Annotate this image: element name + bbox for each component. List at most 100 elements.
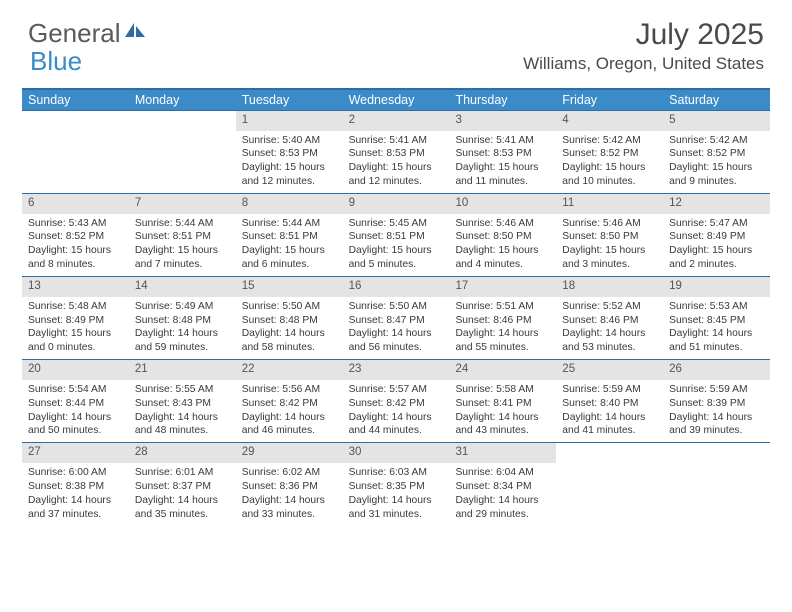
day-body: Sunrise: 5:42 AMSunset: 8:52 PMDaylight:…	[556, 131, 663, 194]
daylight-text: and 12 minutes.	[349, 175, 444, 189]
daylight-text: Daylight: 15 hours	[242, 161, 337, 175]
sunrise-text: Sunrise: 5:55 AM	[135, 383, 230, 397]
sunset-text: Sunset: 8:36 PM	[242, 480, 337, 494]
daylight-text: Daylight: 15 hours	[669, 161, 764, 175]
day-number: 11	[556, 194, 663, 214]
logo-text-2: Blue	[30, 46, 82, 77]
calendar: SundayMondayTuesdayWednesdayThursdayFrid…	[22, 88, 770, 525]
day-cell: 7Sunrise: 5:44 AMSunset: 8:51 PMDaylight…	[129, 194, 236, 276]
day-cell: 25Sunrise: 5:59 AMSunset: 8:40 PMDayligh…	[556, 360, 663, 442]
daylight-text: and 39 minutes.	[669, 424, 764, 438]
sunset-text: Sunset: 8:49 PM	[28, 314, 123, 328]
day-cell: 18 Sunrise: 5:52 AMSunset: 8:46 PMDayligh…	[556, 277, 663, 359]
sunset-text: Sunset: 8:35 PM	[349, 480, 444, 494]
day-body: Sunrise: 5:50 AMSunset: 8:47 PMDaylight:…	[343, 297, 450, 360]
daylight-text: and 53 minutes.	[562, 341, 657, 355]
sunrise-text: Sunrise: 5:50 AM	[349, 300, 444, 314]
location: Williams, Oregon, United States	[523, 54, 764, 74]
day-number: 20	[22, 360, 129, 380]
day-cell: 10Sunrise: 5:46 AMSunset: 8:50 PMDayligh…	[449, 194, 556, 276]
sunrise-text: Sunrise: 6:01 AM	[135, 466, 230, 480]
daylight-text: and 31 minutes.	[349, 508, 444, 522]
day-cell: 19Sunrise: 5:53 AMSunset: 8:45 PMDayligh…	[663, 277, 770, 359]
day-cell: 17Sunrise: 5:51 AMSunset: 8:46 PMDayligh…	[449, 277, 556, 359]
daylight-text: Daylight: 14 hours	[242, 411, 337, 425]
daylight-text: Daylight: 14 hours	[28, 494, 123, 508]
daylight-text: and 10 minutes.	[562, 175, 657, 189]
sunset-text: Sunset: 8:51 PM	[242, 230, 337, 244]
sunset-text: Sunset: 8:48 PM	[242, 314, 337, 328]
day-number: 17	[449, 277, 556, 297]
week-row: 6Sunrise: 5:43 AMSunset: 8:52 PMDaylight…	[22, 193, 770, 276]
day-number: 13	[22, 277, 129, 297]
day-number: 1	[236, 111, 343, 131]
day-cell: 29Sunrise: 6:02 AMSunset: 8:36 PMDayligh…	[236, 443, 343, 525]
daylight-text: and 50 minutes.	[28, 424, 123, 438]
day-number: 16	[343, 277, 450, 297]
sunrise-text: Sunrise: 5:42 AM	[562, 134, 657, 148]
sunset-text: Sunset: 8:51 PM	[349, 230, 444, 244]
day-number: 25	[556, 360, 663, 380]
daylight-text: Daylight: 14 hours	[135, 411, 230, 425]
sunset-text: Sunset: 8:46 PM	[562, 314, 657, 328]
day-number: 6	[22, 194, 129, 214]
day-number: 4	[556, 111, 663, 131]
day-body: Sunrise: 5:48 AMSunset: 8:49 PMDaylight:…	[22, 297, 129, 360]
day-cell: 6Sunrise: 5:43 AMSunset: 8:52 PMDaylight…	[22, 194, 129, 276]
empty-cell	[556, 443, 663, 525]
day-number: 23	[343, 360, 450, 380]
daylight-text: Daylight: 14 hours	[562, 327, 657, 341]
daylight-text: and 5 minutes.	[349, 258, 444, 272]
day-body: Sunrise: 5:59 AMSunset: 8:39 PMDaylight:…	[663, 380, 770, 443]
daylight-text: Daylight: 14 hours	[242, 494, 337, 508]
day-cell: 2Sunrise: 5:41 AMSunset: 8:53 PMDaylight…	[343, 111, 450, 193]
daylight-text: and 2 minutes.	[669, 258, 764, 272]
day-cell: 15Sunrise: 5:50 AMSunset: 8:48 PMDayligh…	[236, 277, 343, 359]
daylight-text: and 37 minutes.	[28, 508, 123, 522]
empty-cell	[129, 111, 236, 193]
daylight-text: Daylight: 15 hours	[28, 327, 123, 341]
weekday-header: Monday	[129, 90, 236, 110]
header: General July 2025 Williams, Oregon, Unit…	[0, 0, 792, 78]
sunset-text: Sunset: 8:47 PM	[349, 314, 444, 328]
day-cell: 16Sunrise: 5:50 AMSunset: 8:47 PMDayligh…	[343, 277, 450, 359]
day-cell: 27Sunrise: 6:00 AMSunset: 8:38 PMDayligh…	[22, 443, 129, 525]
day-number: 14	[129, 277, 236, 297]
daylight-text: Daylight: 14 hours	[135, 494, 230, 508]
daylight-text: and 44 minutes.	[349, 424, 444, 438]
sunrise-text: Sunrise: 5:46 AM	[455, 217, 550, 231]
month-year: July 2025	[523, 18, 764, 52]
daylight-text: Daylight: 14 hours	[349, 411, 444, 425]
daylight-text: Daylight: 15 hours	[562, 161, 657, 175]
daylight-text: Daylight: 14 hours	[349, 494, 444, 508]
sunrise-text: Sunrise: 5:52 AM	[562, 300, 657, 314]
daylight-text: and 9 minutes.	[669, 175, 764, 189]
weekday-header: Tuesday	[236, 90, 343, 110]
day-body: Sunrise: 5:50 AMSunset: 8:48 PMDaylight:…	[236, 297, 343, 360]
daylight-text: Daylight: 14 hours	[455, 411, 550, 425]
daylight-text: and 55 minutes.	[455, 341, 550, 355]
daylight-text: and 41 minutes.	[562, 424, 657, 438]
day-number: 27	[22, 443, 129, 463]
day-body: Sunrise: 6:02 AMSunset: 8:36 PMDaylight:…	[236, 463, 343, 526]
sunrise-text: Sunrise: 5:41 AM	[349, 134, 444, 148]
daylight-text: and 29 minutes.	[455, 508, 550, 522]
sunset-text: Sunset: 8:39 PM	[669, 397, 764, 411]
day-cell: 1Sunrise: 5:40 AMSunset: 8:53 PMDaylight…	[236, 111, 343, 193]
day-body: Sunrise: 5:46 AMSunset: 8:50 PMDaylight:…	[449, 214, 556, 277]
sunrise-text: Sunrise: 5:57 AM	[349, 383, 444, 397]
day-number: 5	[663, 111, 770, 131]
sunset-text: Sunset: 8:51 PM	[135, 230, 230, 244]
sunset-text: Sunset: 8:37 PM	[135, 480, 230, 494]
sunset-text: Sunset: 8:40 PM	[562, 397, 657, 411]
sunset-text: Sunset: 8:50 PM	[455, 230, 550, 244]
day-number: 24	[449, 360, 556, 380]
sunset-text: Sunset: 8:44 PM	[28, 397, 123, 411]
title-block: July 2025 Williams, Oregon, United State…	[523, 18, 764, 74]
sunrise-text: Sunrise: 5:43 AM	[28, 217, 123, 231]
day-cell: 21Sunrise: 5:55 AMSunset: 8:43 PMDayligh…	[129, 360, 236, 442]
day-number: 18	[556, 277, 663, 297]
daylight-text: and 3 minutes.	[562, 258, 657, 272]
sunset-text: Sunset: 8:49 PM	[669, 230, 764, 244]
sunset-text: Sunset: 8:52 PM	[28, 230, 123, 244]
